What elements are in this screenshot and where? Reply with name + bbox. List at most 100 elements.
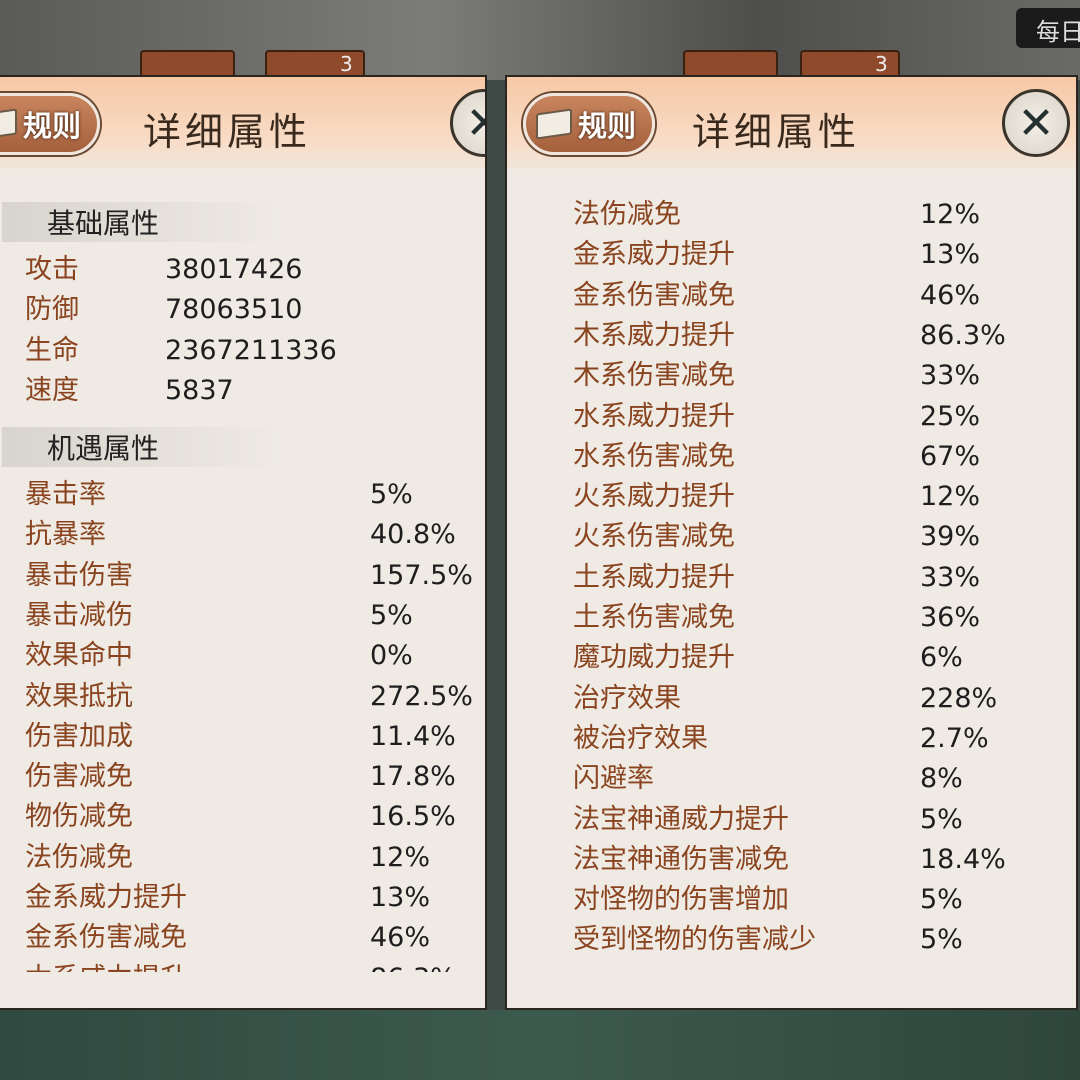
attribute-label: 治疗效果	[573, 682, 681, 714]
attribute-row: 伤害减免 17.8%	[25, 757, 485, 797]
attribute-row: 速度 5837	[25, 371, 485, 411]
attribute-label: 木系威力提升	[573, 319, 735, 351]
attribute-row: 抗暴率 40.8%	[25, 515, 485, 555]
attribute-row: 木系伤害减免 33%	[573, 356, 1076, 396]
page-title: 详细属性	[692, 110, 861, 154]
attribute-row: 攻击 38017426	[25, 250, 485, 290]
rules-label: 规则	[578, 109, 637, 143]
attribute-value: 33%	[920, 561, 981, 593]
attributes-panel-left: 规则 详细属性 ✕ 基础属性 机遇属性 攻击 38017426 防御 78063510…	[0, 75, 487, 1010]
attribute-row: 暴击率 5%	[25, 475, 485, 515]
tab-decor	[683, 50, 778, 78]
attribute-label: 物伤减免	[25, 801, 133, 833]
attribute-row: 法宝神通伤害减免 18.4%	[573, 840, 1076, 880]
attribute-label: 伤害加成	[25, 720, 133, 752]
attribute-value: 11.4%	[370, 720, 456, 752]
attribute-list-scroll[interactable]: 法伤减免 12% 金系威力提升 13% 金系伤害减免 46% 木系威力提升 86.3% 木系伤害…	[507, 77, 1076, 972]
tab-decor	[140, 50, 235, 78]
attribute-label: 速度	[25, 374, 79, 406]
attribute-value: 13%	[370, 882, 431, 913]
attribute-label: 生命	[25, 334, 79, 366]
close-button[interactable]: ✕	[1002, 89, 1070, 157]
attribute-row: 受到怪物的伤害减少 5%	[573, 920, 1076, 960]
attribute-value: 86.3%	[920, 319, 1006, 351]
attribute-label: 抗暴率	[25, 519, 106, 551]
attribute-value: 8%	[920, 763, 963, 795]
attribute-row: 水系威力提升 25%	[573, 397, 1076, 437]
attribute-label: 效果命中	[25, 640, 133, 672]
tab-decor	[265, 50, 365, 78]
attribute-value: 12%	[920, 199, 981, 230]
close-icon: ✕	[1017, 97, 1055, 149]
attribute-row: 被治疗效果 2.7%	[573, 719, 1076, 759]
attribute-row: 法伤减免 12%	[573, 195, 1076, 235]
attribute-label: 被治疗效果	[573, 722, 708, 754]
attribute-row: 伤害加成 11.4%	[25, 717, 485, 757]
attribute-label: 效果抵抗	[25, 680, 133, 712]
attribute-value: 2.7%	[920, 722, 989, 754]
attribute-label: 金系伤害减免	[573, 279, 735, 311]
attribute-label: 暴击率	[25, 479, 106, 510]
attribute-value: 5%	[920, 803, 963, 835]
attribute-row: 暴击伤害 157.5%	[25, 556, 485, 596]
page-title: 详细属性	[143, 110, 312, 154]
attribute-value: 5%	[920, 924, 963, 956]
attribute-value: 25%	[920, 400, 981, 432]
attribute-label: 闪避率	[573, 763, 654, 795]
attribute-row: 法宝神通威力提升 5%	[573, 800, 1076, 840]
rules-label: 规则	[23, 109, 82, 143]
attribute-value: 33%	[920, 360, 981, 392]
attribute-label: 火系伤害减免	[573, 521, 735, 553]
attribute-label: 法伤减免	[25, 841, 133, 873]
daily-tooltip[interactable]: 每日	[1016, 8, 1080, 48]
attribute-value: 78063510	[165, 294, 303, 326]
attribute-value: 272.5%	[370, 680, 473, 712]
attribute-label: 土系威力提升	[573, 561, 735, 593]
attribute-value: 38017426	[165, 254, 303, 285]
game-background-bottom	[0, 1010, 1080, 1080]
attribute-value: 0%	[370, 640, 413, 672]
attribute-value: 17.8%	[370, 761, 456, 793]
attribute-row: 金系威力提升 13%	[573, 235, 1076, 275]
attribute-value: 157.5%	[370, 559, 473, 591]
section-basic: 基础属性	[2, 202, 282, 242]
attribute-value: 228%	[920, 682, 998, 714]
close-icon: ✕	[466, 98, 485, 149]
attribute-value: 5%	[370, 479, 413, 510]
attribute-row: 金系威力提升 13%	[25, 878, 485, 918]
attribute-value: 13%	[920, 239, 981, 271]
attribute-value: 2367211336	[165, 334, 337, 366]
attribute-label: 法伤减免	[573, 199, 681, 230]
attribute-row: 魔功威力提升 6%	[573, 638, 1076, 678]
attribute-value: 46%	[370, 922, 431, 954]
attribute-value: 12%	[920, 481, 981, 513]
attribute-row: 火系伤害减免 39%	[573, 517, 1076, 557]
panel-header: 规则 详细属性 ✕	[507, 77, 1076, 169]
attribute-value: 5%	[370, 599, 413, 631]
attribute-label: 火系威力提升	[573, 481, 735, 513]
attribute-row: 效果命中 0%	[25, 636, 485, 676]
attribute-value: 86.3%	[370, 959, 456, 972]
panel-header: 规则 详细属性 ✕	[0, 77, 485, 169]
rules-button[interactable]: 规则	[0, 93, 100, 155]
attribute-value: 16.5%	[370, 801, 456, 833]
attribute-row: 物伤减免 16.5%	[25, 797, 485, 837]
attribute-label: 木系伤害减免	[573, 360, 735, 392]
attribute-label: 受到怪物的伤害减少	[573, 924, 816, 956]
attribute-value: 5%	[920, 884, 963, 916]
attribute-value: 12%	[370, 841, 431, 873]
attribute-row: 法伤减免 12%	[25, 838, 485, 878]
attribute-label: 暴击减伤	[25, 599, 133, 631]
attribute-label: 金系威力提升	[25, 882, 187, 913]
attribute-row: 闪避率 8%	[573, 759, 1076, 799]
attribute-value: 39%	[920, 521, 981, 553]
attribute-label: 魔功威力提升	[573, 642, 735, 674]
attribute-list-scroll[interactable]: 基础属性 机遇属性 攻击 38017426 防御 78063510 生命 23672113…	[0, 77, 485, 972]
attribute-label: 攻击	[25, 254, 79, 285]
attribute-row: 木系威力提升 86.3%	[573, 316, 1076, 356]
attribute-row: 对怪物的伤害增加 5%	[573, 880, 1076, 920]
rules-button[interactable]: 规则	[523, 93, 655, 155]
attribute-row: 生命 2367211336	[25, 331, 485, 371]
attribute-value: 46%	[920, 279, 981, 311]
attribute-label: 木系威力提升	[25, 959, 187, 972]
